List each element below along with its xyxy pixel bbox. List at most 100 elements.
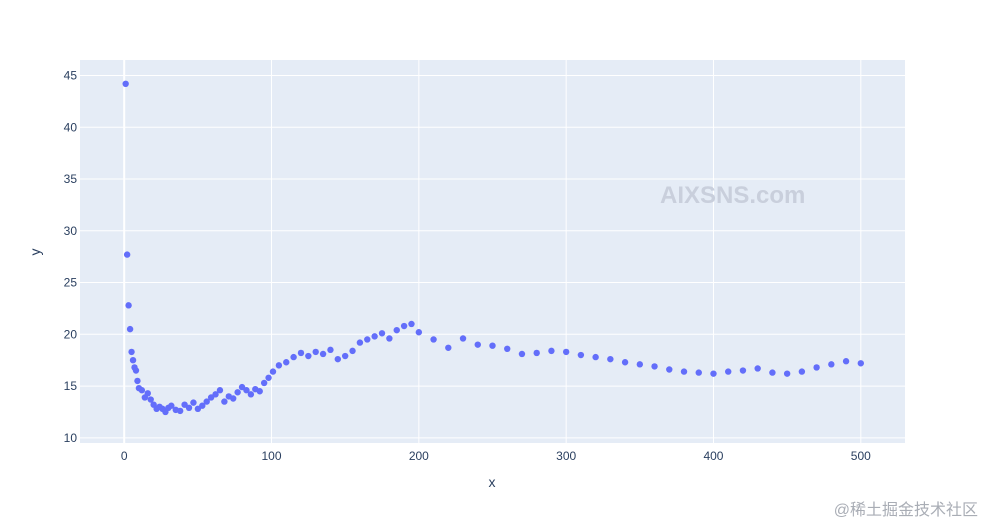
- data-point: [828, 361, 835, 368]
- data-point: [680, 368, 688, 375]
- data-point: [474, 341, 481, 348]
- data-point: [144, 390, 151, 397]
- y-tick-label: 10: [64, 431, 78, 445]
- x-tick-label: 100: [262, 449, 282, 463]
- data-point: [305, 352, 312, 360]
- data-point: [234, 389, 241, 396]
- data-point: [319, 350, 327, 358]
- data-point: [203, 398, 210, 405]
- data-point: [312, 348, 319, 356]
- x-tick-label: 200: [409, 449, 429, 463]
- data-point: [489, 342, 496, 349]
- data-point: [695, 369, 702, 376]
- data-point: [857, 360, 865, 367]
- data-point: [408, 320, 415, 328]
- data-point: [607, 355, 614, 363]
- data-point: [636, 361, 644, 368]
- x-tick-label: 300: [556, 449, 576, 463]
- x-tick-label: 0: [121, 449, 128, 463]
- data-point: [134, 377, 141, 385]
- data-point: [256, 388, 263, 395]
- x-tick-label: 400: [703, 449, 723, 463]
- data-point: [230, 395, 237, 402]
- data-point: [199, 402, 206, 409]
- data-point: [341, 352, 349, 360]
- data-point: [666, 366, 673, 373]
- data-point: [168, 402, 175, 409]
- data-point: [504, 345, 511, 353]
- data-point: [212, 391, 219, 398]
- x-axis-title: x: [489, 474, 496, 490]
- data-point: [265, 374, 272, 381]
- data-point: [445, 344, 452, 351]
- y-axis-ticks: 10 15 20 25 30 35 40 45: [64, 69, 78, 445]
- x-tick-label: 500: [851, 449, 871, 463]
- y-axis-title: y: [27, 249, 43, 256]
- data-point: [269, 368, 277, 375]
- data-point: [138, 387, 146, 394]
- data-point: [125, 302, 132, 309]
- watermark: AIXSNS.com: [660, 182, 805, 209]
- data-point: [393, 326, 400, 334]
- data-point: [243, 387, 250, 394]
- data-point: [533, 349, 540, 357]
- data-point: [518, 350, 526, 358]
- data-point: [364, 336, 371, 343]
- data-point: [275, 362, 283, 369]
- data-point: [129, 356, 137, 364]
- data-point: [386, 335, 393, 342]
- data-point: [430, 336, 437, 343]
- corner-watermark: @稀土掘金技术社区: [834, 501, 978, 519]
- data-point: [221, 398, 228, 405]
- x-axis-ticks: 0 100 200 300 400 500: [121, 449, 871, 463]
- data-points: [122, 80, 865, 416]
- y-tick-label: 35: [64, 172, 78, 186]
- data-point: [190, 399, 197, 406]
- data-point: [371, 333, 378, 340]
- data-point: [176, 407, 184, 415]
- y-tick-label: 25: [64, 276, 78, 290]
- data-point: [283, 359, 290, 366]
- data-point: [147, 396, 154, 403]
- data-point: [548, 347, 555, 355]
- data-point: [356, 339, 364, 346]
- data-point: [260, 379, 268, 387]
- data-point: [247, 391, 255, 398]
- y-tick-label: 40: [64, 120, 78, 134]
- data-point: [651, 363, 658, 370]
- data-point: [842, 358, 850, 365]
- y-tick-label: 20: [64, 327, 78, 341]
- data-point: [378, 330, 386, 337]
- data-point: [813, 364, 820, 371]
- data-point: [349, 347, 356, 355]
- data-point: [185, 404, 193, 412]
- data-point: [216, 387, 224, 394]
- data-point: [577, 351, 585, 359]
- data-point: [334, 355, 342, 363]
- y-tick-label: 15: [64, 379, 78, 393]
- data-point: [297, 349, 305, 357]
- plot-area: [80, 60, 905, 443]
- data-point: [725, 368, 732, 375]
- data-point: [327, 346, 334, 354]
- data-point: [769, 369, 776, 376]
- data-point: [798, 368, 806, 375]
- data-point: [290, 353, 297, 361]
- data-point: [459, 335, 467, 342]
- data-point: [739, 367, 747, 374]
- data-point: [592, 353, 599, 361]
- data-point: [128, 348, 135, 356]
- data-point: [710, 370, 717, 377]
- data-point: [783, 370, 791, 377]
- y-tick-label: 30: [64, 224, 78, 238]
- data-point: [126, 325, 134, 333]
- data-point: [621, 359, 629, 366]
- data-point: [400, 322, 408, 330]
- data-point: [562, 348, 570, 356]
- y-tick-label: 45: [64, 69, 78, 83]
- data-point: [132, 367, 140, 374]
- data-point: [123, 251, 131, 258]
- data-point: [415, 329, 423, 336]
- grid-lines: [80, 60, 905, 443]
